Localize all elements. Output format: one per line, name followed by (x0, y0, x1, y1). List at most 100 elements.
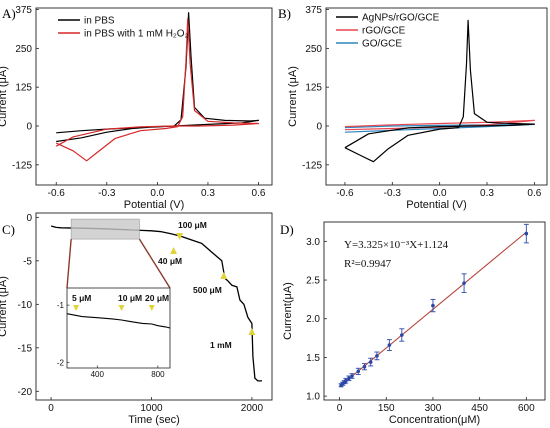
panel-b: B) -0.6 -0.3 0.0 0.3 0.6 375 250 125 0 -125 Potent… (278, 5, 548, 211)
panel-c: C) 0 1000 2000 0 -5 -10 -15 -20 Time (sec) Curren… (0, 212, 273, 426)
d-x-axis-label: Concentration(μM) (389, 414, 480, 426)
a-x-tick-label: -0.6 (48, 188, 66, 199)
d-x-tick-label: 600 (518, 403, 535, 414)
a-y-tick-label: 375 (15, 5, 32, 16)
b-y-tick-label: -125 (302, 160, 322, 171)
c-x-tick-label: 2000 (241, 403, 264, 414)
c-y-tick-label: -10 (18, 300, 33, 311)
d-data-point (350, 374, 354, 378)
panel-b-letter: B) (278, 6, 291, 21)
a-x-tick-label: 0.6 (252, 188, 266, 199)
d-data-point (462, 281, 466, 285)
b-x-axis-label: Potential (V) (406, 199, 467, 211)
d-data-point (524, 231, 529, 236)
d-data-point (356, 369, 361, 374)
c-inset-y-tick-label: -2 (57, 358, 65, 367)
b-legend-label: AgNPs/rGO/GCE (362, 13, 440, 24)
d-data-point (375, 354, 379, 358)
d-x-tick-label: 450 (471, 403, 488, 414)
c-inset-annotation: 5 μM (72, 293, 91, 303)
d-data-point (368, 360, 373, 364)
c-annotation: 500 μM (193, 285, 222, 295)
b-legend-label: rGO/GCE (362, 26, 406, 37)
c-plot-frame (35, 212, 273, 401)
b-series-line (344, 19, 535, 163)
c-annotation-arrow (176, 233, 184, 240)
d-y-tick-label: 3.0 (306, 237, 320, 248)
b-x-tick-label: -0.3 (384, 188, 402, 199)
d-plot-frame (323, 221, 546, 401)
a-legend-label: in PBS with 1 mM H₂O₂ (84, 29, 189, 40)
a-x-axis-label: Potential (V) (124, 199, 185, 211)
d-y-axis-label: Current(μA) (282, 282, 294, 340)
c-annotation: 40 μM (158, 256, 182, 266)
d-data-point (343, 378, 348, 383)
d-fit-line (340, 231, 527, 386)
d-y-tick-label: 2.5 (306, 276, 320, 287)
a-x-tick-label: 0.0 (150, 188, 164, 199)
d-y-tick-label: 1.5 (306, 353, 320, 364)
a-legend-label: in PBS (84, 16, 115, 27)
panel-a-letter: A) (2, 6, 16, 21)
c-inset-x-tick-label: 800 (151, 370, 165, 379)
a-x-tick-label: -0.3 (98, 188, 116, 199)
b-y-axis-label: Current (μA) (287, 66, 299, 127)
b-x-tick-label: 0.3 (480, 188, 494, 199)
b-y-tick-label: 125 (305, 83, 322, 94)
c-inset-annotation: 10 μM (118, 293, 142, 303)
d-x-tick-label: 300 (425, 403, 442, 414)
b-y-tick-label: 250 (305, 44, 322, 55)
b-x-tick-label: 0.6 (527, 188, 541, 199)
c-x-axis-label: Time (sec) (128, 414, 180, 426)
panel-d-letter: D) (280, 222, 294, 237)
panel-d: D) 0 150 300 450 600 1.0 1.5 2.0 2.5 3.0 Concentra… (280, 221, 546, 426)
c-inset-annotation: 20 μM (145, 293, 169, 303)
c-x-tick-label: 1000 (140, 403, 163, 414)
a-y-tick-label: 0 (26, 122, 32, 133)
d-data-point (400, 333, 404, 337)
b-x-tick-label: 0.0 (433, 188, 447, 199)
c-inset-frame (66, 287, 171, 369)
b-y-tick-label: 375 (305, 5, 322, 16)
d-data-point (347, 376, 351, 381)
a-series-line (55, 18, 260, 162)
d-fit-equation: Y=3.325×10⁻³X+1.124 (344, 239, 449, 251)
c-annotation: 100 μM (178, 220, 207, 230)
c-zoom-region (70, 218, 140, 240)
c-inset-x-tick-label: 400 (91, 370, 105, 379)
d-data-point (362, 364, 367, 369)
a-y-tick-label: -125 (12, 160, 32, 171)
d-x-tick-label: 0 (337, 403, 343, 414)
b-plot-frame (325, 7, 548, 186)
a-y-axis-label: Current (μA) (0, 66, 9, 127)
d-x-tick-label: 150 (378, 403, 395, 414)
a-y-tick-label: 250 (15, 44, 32, 55)
c-y-tick-label: -15 (18, 343, 33, 354)
c-annotation: 1 mM (210, 340, 232, 350)
panel-a: A) -0.6 -0.3 0.0 0.3 0.6 375 250 125 0 -125 Potent… (0, 5, 273, 211)
d-data-point (431, 303, 435, 308)
c-annotation-arrow (248, 328, 256, 335)
d-r-squared: R²=0.9947 (344, 258, 392, 270)
panel-c-letter: C) (2, 222, 15, 237)
d-y-tick-label: 1.0 (306, 392, 320, 403)
c-annotation-arrow (170, 247, 178, 254)
c-y-tick-label: -20 (18, 387, 33, 398)
c-x-tick-label: 0 (48, 403, 54, 414)
c-inset-y-tick-label: -1 (57, 301, 65, 310)
a-x-tick-label: 0.3 (201, 188, 215, 199)
a-y-tick-label: 125 (15, 83, 32, 94)
c-annotation-arrow (220, 272, 228, 279)
b-legend-label: GO/GCE (362, 39, 402, 50)
c-inset-arrow (148, 305, 155, 311)
a-plot-frame (35, 7, 273, 186)
c-y-axis-label: Current (μA) (0, 276, 9, 337)
c-inset-arrow (73, 305, 80, 311)
c-y-tick-label: -5 (23, 256, 32, 267)
c-inset-line (66, 313, 171, 329)
b-x-tick-label: -0.6 (336, 188, 354, 199)
c-zoom-connector (66, 239, 72, 289)
c-inset-arrow (118, 305, 125, 311)
c-zoom-connector (138, 238, 171, 289)
